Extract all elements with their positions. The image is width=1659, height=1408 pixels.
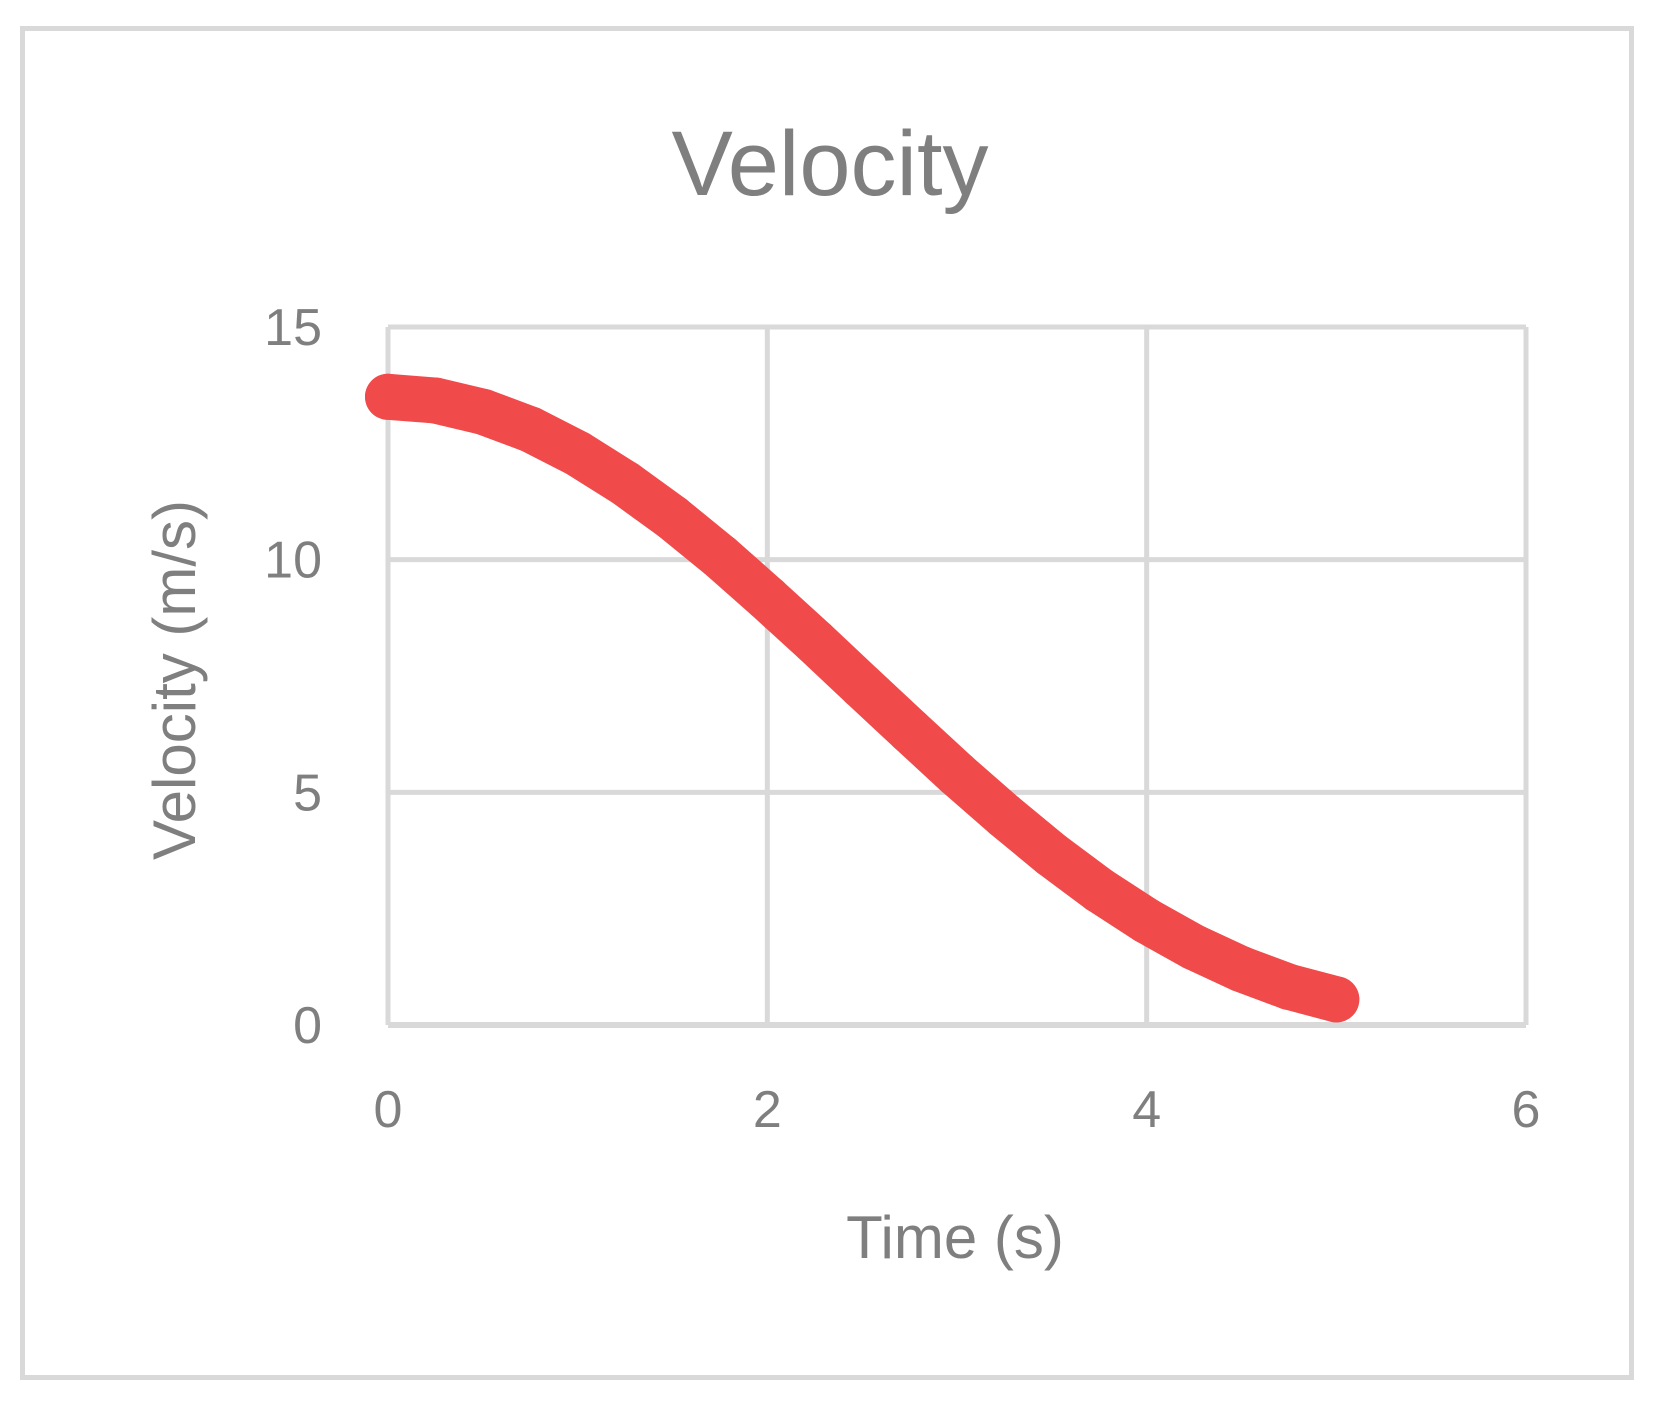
x-tick-label: 6: [1512, 1081, 1541, 1139]
x-tick-label: 2: [753, 1081, 782, 1139]
data-point: [1218, 946, 1265, 993]
data-point: [791, 618, 838, 665]
chart-title: Velocity: [671, 113, 988, 215]
data-point: [554, 430, 601, 477]
tick-labels: 0 5 10 15 0 2 4 6: [264, 299, 1540, 1139]
data-point: [507, 406, 554, 453]
data-point: [839, 663, 886, 710]
x-axis-title: Time (s): [846, 1204, 1064, 1271]
y-tick-label: 0: [293, 997, 322, 1055]
data-point: [1123, 897, 1170, 944]
data-point: [365, 373, 411, 420]
y-axis-title: Velocity (m/s): [141, 500, 208, 860]
series-layer: [365, 373, 1360, 1023]
data-point: [1171, 924, 1218, 971]
data-point: [1076, 867, 1123, 914]
chart-frame: [20, 26, 1634, 1380]
data-point: [1028, 831, 1075, 878]
data-point: [602, 460, 649, 507]
data-point: [1265, 963, 1312, 1010]
data-point: [412, 377, 459, 424]
y-tick-label: 15: [264, 299, 322, 357]
data-point: [886, 707, 933, 754]
y-tick-label: 5: [293, 764, 322, 822]
data-point: [459, 388, 506, 435]
data-point: [696, 533, 743, 580]
data-point: [744, 575, 791, 622]
data-point: [1313, 976, 1360, 1023]
data-point: [981, 792, 1028, 839]
data-point: [649, 494, 696, 541]
x-tick-label: 4: [1132, 1081, 1161, 1139]
y-tick-label: 10: [264, 532, 322, 590]
x-tick-label: 0: [374, 1081, 403, 1139]
data-point: [934, 751, 980, 798]
